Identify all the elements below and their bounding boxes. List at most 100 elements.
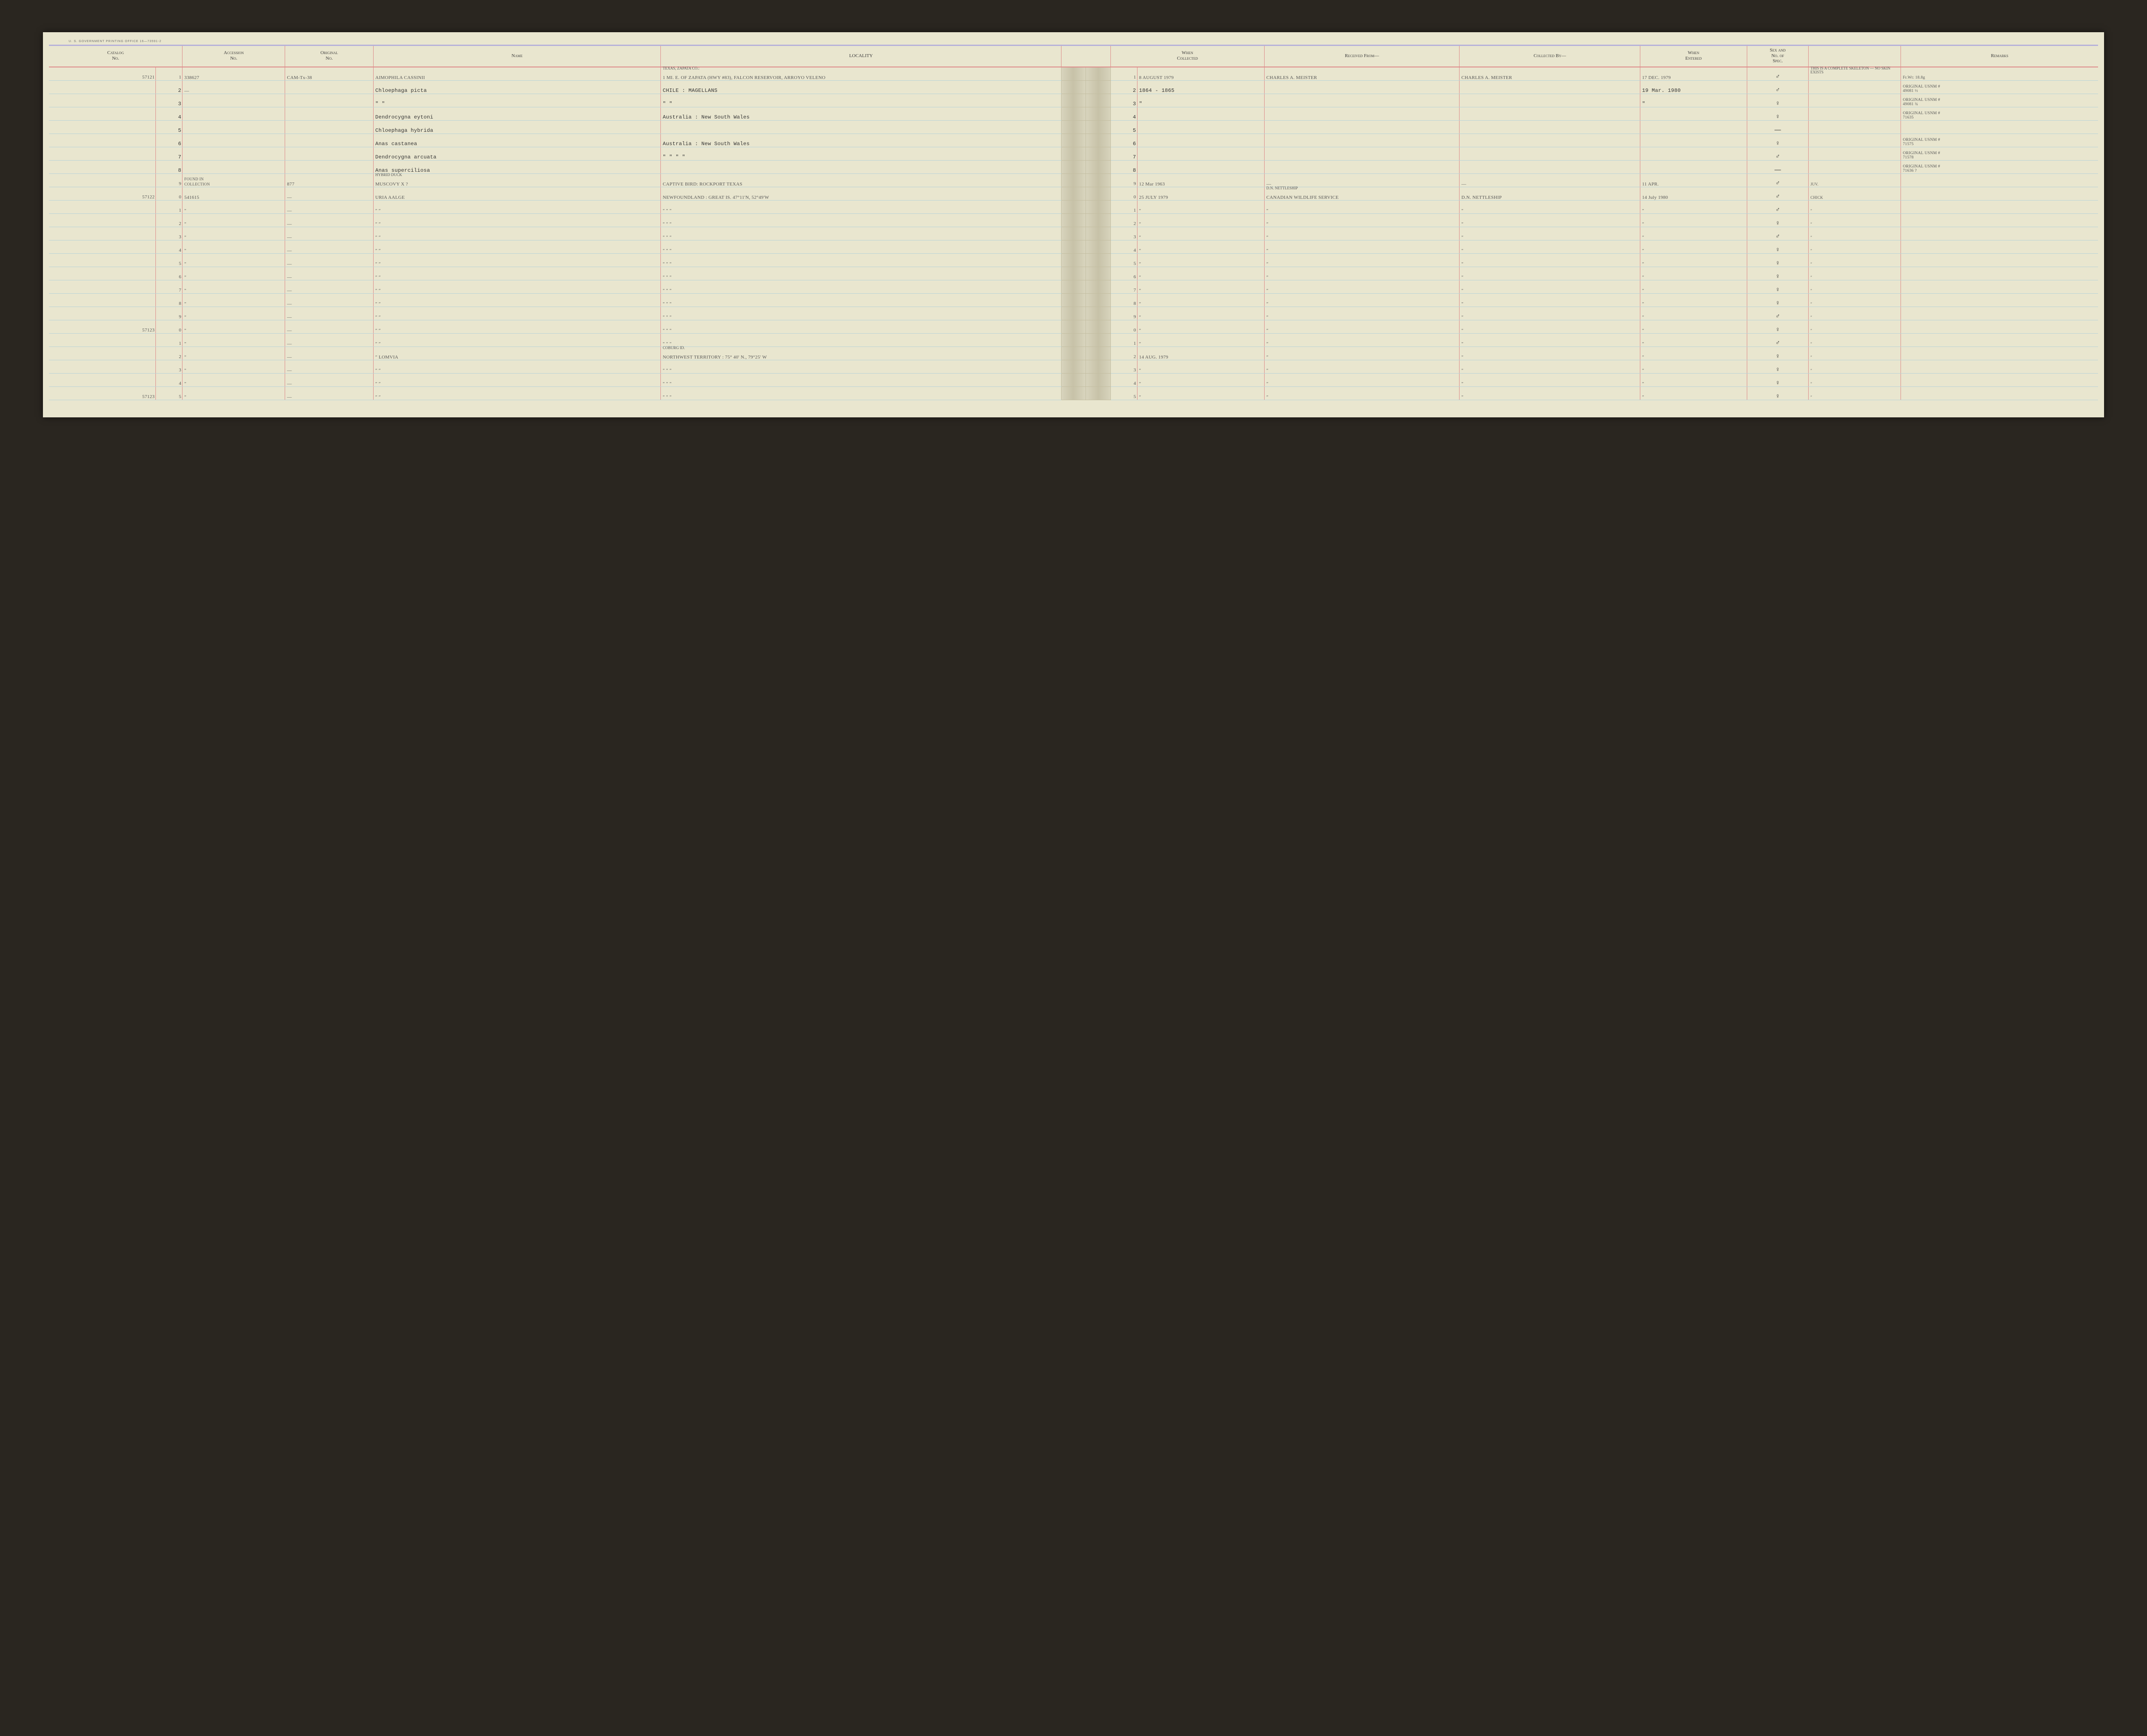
cell-sex: ♀ (1747, 360, 1808, 373)
cell-sub2-text: 5 (1133, 128, 1136, 134)
table-row: 4Dendrocygna eytoniAustralia : New South… (49, 107, 2098, 120)
cell-loc: ″ ″ ″ (661, 227, 1061, 240)
cell-recv: ″ (1265, 200, 1460, 213)
cell-loc-text: ″ ″ ″ (663, 395, 672, 400)
cell-when: 25 JULY 1979 (1137, 187, 1264, 200)
cell-sub2: 2 (1110, 347, 1137, 360)
cell-sex: ♀ (1747, 134, 1808, 147)
cell-ent-text: ″ (1642, 235, 1644, 240)
cell-rem (1901, 187, 2098, 200)
cell-spec-text: ″ (1810, 368, 1812, 373)
cell-ent: ″ (1640, 213, 1747, 227)
cell-sex-text: ♂ (1775, 153, 1780, 160)
ledger-table: CatalogNo. AccessionNo. OriginalNo. Name… (49, 46, 2098, 400)
table-row: 571211338627CAM-Tx-38AIMOPHILA CASSINIIT… (49, 67, 2098, 81)
cell-ent-text: 17 DEC. 1979 (1642, 75, 1671, 80)
cell-sub2: 1 (1110, 333, 1137, 347)
cell-rem: ORIGINAL USNM #71636 ? (1901, 160, 2098, 173)
cell-coll: ″ (1460, 307, 1640, 320)
cell-spec: ″ (1809, 320, 1901, 333)
cell-when-text: ″ (1139, 208, 1141, 213)
cell-when: 1864 - 1865 (1137, 80, 1264, 94)
cell-when-text: ″ (1139, 101, 1143, 107)
cell-sex-text: ♂ (1775, 233, 1780, 240)
cell-coll: ″ (1460, 333, 1640, 347)
cell-sub: 3 (156, 360, 182, 373)
cell-sub2-text: 6 (1134, 274, 1136, 280)
cell-acc-text: FOUND INCOLLECTION (184, 177, 210, 186)
cell-coll-text: ″ (1461, 301, 1463, 307)
cell-when-text: ″ (1139, 261, 1141, 267)
cell-when-text: ″ (1139, 381, 1141, 386)
cell-name-text: ″ ″ (375, 288, 381, 293)
cell-acc: ″ (182, 373, 285, 386)
cell-loc (661, 120, 1061, 134)
cell-orig: — (285, 280, 374, 293)
gutter-right (1086, 360, 1110, 373)
hdr-when-entered: WhenEntered (1640, 46, 1747, 67)
gutter-right (1086, 307, 1110, 320)
cell-spec: ″ (1809, 347, 1901, 360)
gutter-right (1086, 187, 1110, 200)
cell-sub: 9 (156, 307, 182, 320)
cell-sex: ♀ (1747, 253, 1808, 267)
hdr-catalog: CatalogNo. (49, 46, 182, 67)
cell-orig: 877 (285, 173, 374, 187)
cell-name-text: ″ ″ (375, 101, 385, 107)
cell-coll: ″ (1460, 200, 1640, 213)
cell-sex-text: ♀ (1775, 299, 1780, 307)
cell-loc-text: ″ ″ ″ (663, 315, 672, 320)
cell-when (1137, 120, 1264, 134)
cell-recv (1265, 120, 1460, 134)
cell-orig: — (285, 293, 374, 307)
cell-sub2: 3 (1110, 94, 1137, 107)
cell-sub: 4 (156, 240, 182, 253)
cell-sub2: 5 (1110, 386, 1137, 400)
cell-spec: ″ (1809, 373, 1901, 386)
cell-name: ″ ″ (373, 320, 660, 333)
cell-coll-text: ″ (1461, 261, 1463, 267)
cell-sub2-text: 5 (1134, 394, 1136, 399)
cell-spec: CHICK (1809, 187, 1901, 200)
gutter-right (1086, 267, 1110, 280)
cell-sub2: 0 (1110, 187, 1137, 200)
cell-ent: ″ (1640, 333, 1747, 347)
cell-ent (1640, 107, 1747, 120)
cell-when: 8 AUGUST 1979 (1137, 67, 1264, 81)
cell-sex: ♀ (1747, 347, 1808, 360)
cell-sub-text: 8 (178, 167, 182, 173)
cell-name: ″ ″ (373, 293, 660, 307)
cell-orig-text: — (287, 395, 292, 400)
gutter-left (1061, 293, 1086, 307)
cell-loc-text: ″ ″ ″ (663, 235, 672, 240)
table-row: 1″—″ ″″ ″ ″1″″″″♂″ (49, 200, 2098, 213)
cell-spec: ″ (1809, 280, 1901, 293)
cell-acc (182, 147, 285, 160)
gutter-left (1061, 213, 1086, 227)
gutter-right (1086, 173, 1110, 187)
hdr-accession: AccessionNo. (182, 46, 285, 67)
gutter-right (1086, 240, 1110, 253)
cell-cat: 57123 (49, 386, 156, 400)
cell-loc: ″ ″ ″ (661, 360, 1061, 373)
cell-recv: ″ (1265, 213, 1460, 227)
cell-sub: 4 (156, 107, 182, 120)
cell-rem: ORIGINAL USNM #71635 (1901, 107, 2098, 120)
cell-orig-text: — (287, 355, 292, 360)
table-row: 9″—″ ″″ ″ ″9″″″″♂″ (49, 307, 2098, 320)
cell-spec-text: ″ (1810, 395, 1812, 399)
cell-spec (1809, 94, 1901, 107)
cell-spec: ″ (1809, 200, 1901, 213)
cell-rem-text: ORIGINAL USNM #71578 (1903, 151, 2096, 160)
cell-loc-text: Australia : New South Wales (663, 114, 750, 120)
cell-loc: Australia : New South Wales (661, 134, 1061, 147)
cell-sex: ♂ (1747, 200, 1808, 213)
cell-recv-text: CANADIAN WILDLIFE SERVICE (1266, 195, 1338, 200)
cell-ent: ″ (1640, 280, 1747, 293)
cell-recv: CHARLES A. MEISTER (1265, 67, 1460, 81)
cell-recv-text: ″ (1266, 328, 1268, 333)
cell-acc: ″ (182, 386, 285, 400)
cell-spec-text: ″ (1810, 355, 1812, 359)
cell-coll-text: ″ (1461, 355, 1463, 360)
cell-orig-text: — (287, 275, 292, 280)
